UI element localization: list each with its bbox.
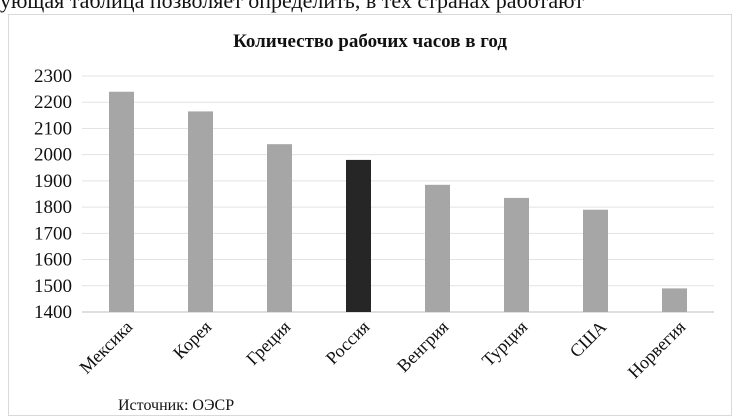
bar xyxy=(583,209,608,312)
gridlines xyxy=(82,75,714,313)
y-tick-label: 1700 xyxy=(34,223,72,244)
y-tick-label: 2200 xyxy=(34,92,72,113)
cropped-text: ующая таблица позволяет определить, в те… xyxy=(0,0,584,13)
y-tick-label: 1400 xyxy=(34,302,72,323)
x-tick-label: США xyxy=(566,317,611,362)
source-note: Источник: ОЭСР xyxy=(118,397,235,414)
bar xyxy=(267,144,292,312)
y-axis-ticks: 1400 1500 1600 1700 1800 1900 2000 2100 2200 2300 xyxy=(34,66,72,323)
x-tick-label: Мексика xyxy=(75,317,136,378)
x-tick-label: Турция xyxy=(478,317,531,370)
y-tick-label: 1600 xyxy=(34,250,72,271)
bar xyxy=(346,159,371,312)
y-tick-label: 1800 xyxy=(34,197,72,218)
bar xyxy=(504,197,529,312)
bar xyxy=(425,184,450,312)
cropped-text-strip: ующая таблица позволяет определить, в те… xyxy=(0,0,741,14)
y-tick-label: 2300 xyxy=(34,66,72,87)
x-tick-label: Норвегия xyxy=(624,317,690,383)
x-tick-label: Греция xyxy=(242,317,294,369)
x-axis-ticks: Мексика Корея Греция Россия Венгрия Турция США… xyxy=(75,317,689,383)
y-tick-label: 1500 xyxy=(34,276,72,297)
y-tick-label: 2100 xyxy=(34,118,72,139)
x-tick-label: Корея xyxy=(169,317,215,363)
bars xyxy=(109,91,687,313)
y-tick-label: 2000 xyxy=(34,145,72,166)
x-tick-label: Россия xyxy=(322,317,374,369)
bar xyxy=(662,288,687,312)
x-tick-label: Венгрия xyxy=(393,317,452,376)
chart-title: Количество рабочих часов в год xyxy=(233,31,507,52)
bar xyxy=(188,111,213,313)
y-tick-label: 1900 xyxy=(34,171,72,192)
bar xyxy=(109,91,134,312)
